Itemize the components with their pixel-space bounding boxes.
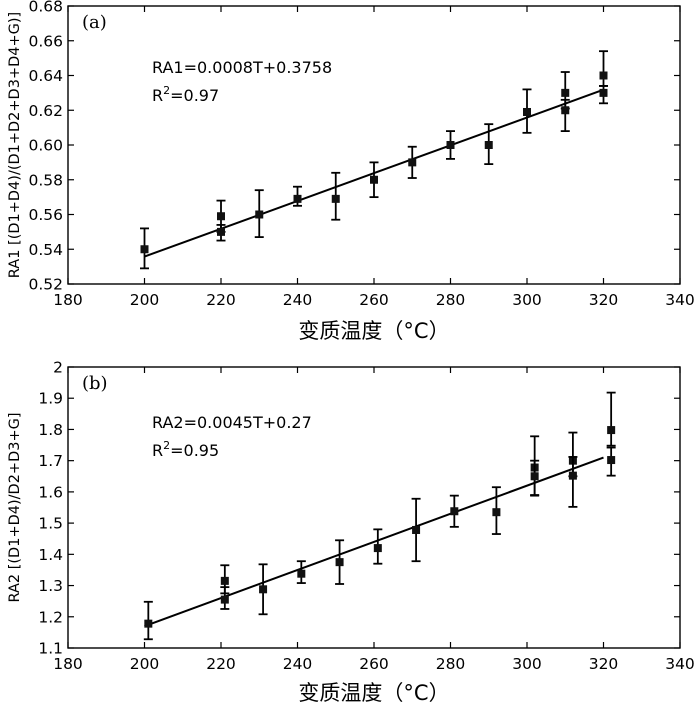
- y-tick-label: 0.68: [28, 0, 63, 16]
- x-tick-label: 260: [359, 291, 389, 309]
- y-tick-label: 0.62: [28, 102, 63, 120]
- data-point: [412, 525, 421, 534]
- y-tick-label: 1.7: [38, 452, 63, 470]
- y-axis-label: RA2 [(D1+D4)/D2+D3+G]: [7, 412, 23, 602]
- x-tick-label: 300: [512, 291, 542, 309]
- data-point: [599, 88, 608, 97]
- data-point: [140, 245, 149, 254]
- data-point: [561, 88, 570, 97]
- data-point: [370, 175, 378, 184]
- r-squared: R2=0.95: [152, 439, 219, 460]
- plot-frame: [67, 5, 681, 285]
- x-tick-label: 280: [436, 291, 466, 309]
- fit-equation: RA2=0.0045T+0.27: [152, 413, 312, 432]
- data-point: [599, 71, 608, 80]
- data-point: [293, 194, 302, 203]
- data-point: [523, 107, 531, 116]
- y-tick-label: 1.6: [38, 483, 63, 501]
- data-point: [217, 227, 225, 236]
- x-tick-label: 340: [665, 291, 695, 309]
- x-tick-label: 200: [130, 291, 160, 309]
- y-tick-label: 0.58: [28, 171, 63, 189]
- data-point: [217, 212, 225, 221]
- x-tick-label: 320: [589, 291, 619, 309]
- y-tick-label: 1.8: [38, 421, 63, 439]
- y-axis-label: RA1 [(D1+D4)/(D1+D2+D3+D4+G)]: [7, 12, 23, 278]
- data-point: [331, 194, 340, 203]
- data-point: [335, 558, 344, 567]
- data-point: [255, 210, 264, 219]
- data-point: [607, 456, 616, 465]
- y-tick-label: 0.64: [28, 67, 63, 85]
- x-tick-label: 280: [436, 655, 466, 673]
- data-point: [408, 158, 417, 167]
- x-axis-label: 变质温度（°C）: [298, 681, 449, 705]
- data-point: [484, 141, 493, 149]
- chart-panel-b: 180 200 220 240 260 280 300 320 340 1.1 1.2 1.3 1.4 1…: [7, 359, 695, 706]
- data-point: [297, 569, 306, 578]
- data-point: [446, 141, 455, 149]
- fit-equation: RA1=0.0008T+0.3758: [152, 58, 332, 77]
- x-tick-label: 220: [206, 655, 236, 673]
- y-tick-label: 0.66: [28, 32, 63, 50]
- y-tick-label: 0.56: [28, 206, 63, 224]
- x-tick-label: 240: [283, 291, 313, 309]
- x-axis-label: 变质温度（°C）: [298, 319, 449, 343]
- y-tick-label: 0.52: [28, 276, 63, 294]
- data-point: [607, 426, 616, 435]
- y-tick-label: 0.54: [28, 241, 63, 259]
- panel-label: (a): [82, 12, 107, 33]
- data-point: [259, 585, 268, 594]
- data-point: [220, 576, 229, 585]
- y-tick-label: 1.5: [38, 515, 63, 533]
- x-tick-label: 180: [53, 655, 83, 673]
- x-tick-label: 180: [53, 291, 83, 309]
- x-tick-label: 340: [665, 655, 695, 673]
- data-point: [373, 544, 382, 553]
- panel-label: (b): [82, 373, 108, 394]
- data-point: [568, 471, 577, 480]
- data-point: [530, 472, 539, 481]
- chart-panel-a: 180 200 220 240 260 280 300 320 340 0.52 0.54 0.56 0…: [7, 0, 695, 343]
- plot-frame: [67, 366, 681, 649]
- y-tick-label: 1.9: [38, 390, 63, 408]
- x-tick-label: 240: [283, 655, 313, 673]
- data-point: [220, 595, 229, 604]
- data-point: [144, 619, 153, 628]
- y-tick-label: 2: [53, 359, 63, 377]
- x-tick-label: 220: [206, 291, 236, 309]
- x-tick-label: 200: [130, 655, 160, 673]
- data-point: [492, 508, 501, 517]
- data-point: [450, 507, 459, 516]
- y-tick-label: 1.3: [38, 577, 63, 595]
- y-tick-label: 0.60: [28, 137, 63, 155]
- data-point: [561, 106, 570, 115]
- y-tick-label: 1.1: [38, 640, 63, 658]
- x-tick-label: 320: [589, 655, 619, 673]
- r-squared: R2=0.97: [152, 84, 219, 105]
- x-tick-label: 260: [359, 655, 389, 673]
- y-tick-label: 1.4: [38, 546, 63, 564]
- y-tick-label: 1.2: [38, 608, 63, 626]
- x-tick-label: 300: [512, 655, 542, 673]
